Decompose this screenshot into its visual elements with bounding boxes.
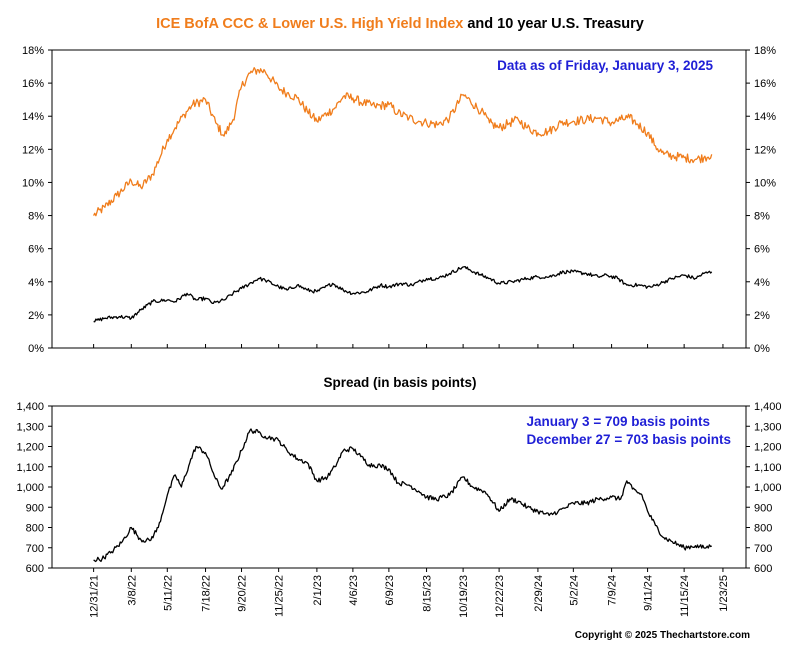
date-note: Data as of Friday, January 3, 2025 <box>497 58 713 73</box>
spread-note-january: January 3 = 709 basis points <box>527 414 710 429</box>
bottom-xtick-label: 2/29/24 <box>533 575 545 612</box>
bottom-ytick-label-right: 600 <box>754 563 772 575</box>
bottom-x-axis: 12/31/21 3/8/22 5/11/22 7/18/22 9/20/22 11/25… <box>89 568 730 618</box>
bottom-xtick-label: 12/22/23 <box>494 575 506 618</box>
bottom-ytick-label-left: 1,400 <box>16 401 44 413</box>
bottom-ytick-label-right: 1,200 <box>754 442 782 454</box>
bottom-xtick-label: 4/6/23 <box>348 575 360 606</box>
bottom-xtick-label: 7/9/24 <box>607 575 619 606</box>
top-ytick-label-right: 6% <box>754 244 770 256</box>
bottom-ytick-label-left: 1,000 <box>16 482 44 494</box>
bottom-panel-frame <box>51 405 747 569</box>
series-line-spread <box>93 428 713 563</box>
bottom-ytick-label-left: 1,200 <box>16 442 44 454</box>
top-ytick-label-right: 8% <box>754 211 770 223</box>
top-ytick-label-right: 10% <box>754 177 776 189</box>
bottom-xtick-label: 5/2/24 <box>568 575 580 606</box>
bottom-ytick-label-right: 1,000 <box>754 482 782 494</box>
bottom-ytick-label-left: 800 <box>26 523 44 535</box>
bottom-ytick-label-left: 600 <box>26 563 44 575</box>
top-y-axis: 0% 0% 2% 2% 4% 4% 6% 6% 8% 8% 10% 10% 12% 12% 14% 14% 16… <box>22 45 776 355</box>
chart-title: ICE BofA CCC & Lower U.S. High Yield Ind… <box>156 16 644 32</box>
copyright-notice: Copyright © 2025 Thechartstore.com <box>575 630 750 641</box>
bottom-ytick-label-left: 1,300 <box>16 421 44 433</box>
bottom-series-group <box>93 428 713 563</box>
bottom-ytick-label-right: 700 <box>754 543 772 555</box>
top-ytick-label-left: 10% <box>22 177 44 189</box>
bottom-xtick-label: 6/9/23 <box>384 575 396 606</box>
top-ytick-label-right: 18% <box>754 45 776 57</box>
top-ytick-label-left: 14% <box>22 111 44 123</box>
top-ytick-label-left: 6% <box>28 244 44 256</box>
bottom-xtick-label: 8/15/23 <box>422 575 434 612</box>
top-ytick-label-left: 0% <box>28 343 44 355</box>
top-series-group <box>93 67 713 323</box>
bottom-xtick-label: 9/11/24 <box>643 575 655 611</box>
top-ytick-label-right: 0% <box>754 343 770 355</box>
top-panel-frame <box>51 49 747 349</box>
bottom-ytick-label-left: 1,100 <box>16 462 44 474</box>
top-ytick-label-right: 2% <box>754 310 770 322</box>
bottom-ytick-label-right: 900 <box>754 502 772 514</box>
bottom-xtick-label: 9/20/22 <box>237 575 249 612</box>
bottom-xtick-label: 12/31/21 <box>89 575 101 618</box>
top-ytick-label-left: 2% <box>28 310 44 322</box>
bottom-ytick-label-right: 1,100 <box>754 462 782 474</box>
bottom-xtick-label: 5/11/22 <box>162 575 174 611</box>
top-ytick-label-right: 12% <box>754 144 776 156</box>
bottom-xtick-label: 11/25/22 <box>274 575 286 617</box>
bottom-ytick-label-left: 900 <box>26 502 44 514</box>
bottom-ytick-label-right: 1,400 <box>754 401 782 413</box>
top-ytick-label-left: 18% <box>22 45 44 57</box>
bottom-xtick-label: 7/18/22 <box>201 575 213 612</box>
top-ytick-label-right: 16% <box>754 78 776 90</box>
series-line-hy <box>93 67 713 217</box>
top-ytick-label-left: 8% <box>28 211 44 223</box>
bottom-ytick-label-right: 1,300 <box>754 421 782 433</box>
spread-note-december: December 27 = 703 basis points <box>527 432 731 447</box>
bottom-xtick-label: 1/23/25 <box>718 575 730 612</box>
title-treasury-part: and 10 year U.S. Treasury <box>463 16 644 32</box>
series-line-treasury <box>93 265 713 323</box>
bottom-xtick-label: 3/8/22 <box>126 575 138 606</box>
bottom-ytick-label-right: 800 <box>754 523 772 535</box>
top-ytick-label-left: 16% <box>22 78 44 90</box>
title-hy-part: ICE BofA CCC & Lower U.S. High Yield Ind… <box>156 16 463 32</box>
bottom-xtick-label: 11/15/24 <box>679 575 691 617</box>
top-ytick-label-right: 4% <box>754 277 770 289</box>
spread-title: Spread (in basis points) <box>323 375 476 390</box>
bottom-xtick-label: 10/19/23 <box>458 575 470 618</box>
top-ytick-label-right: 14% <box>754 111 776 123</box>
top-ytick-label-left: 4% <box>28 277 44 289</box>
bottom-xtick-label: 2/1/23 <box>312 575 324 606</box>
bottom-y-axis: 600 600 700 700 800 800 900 900 1,000 1,000 1,100 1… <box>16 401 781 575</box>
top-ytick-label-left: 12% <box>22 144 44 156</box>
bottom-ytick-label-left: 700 <box>26 543 44 555</box>
